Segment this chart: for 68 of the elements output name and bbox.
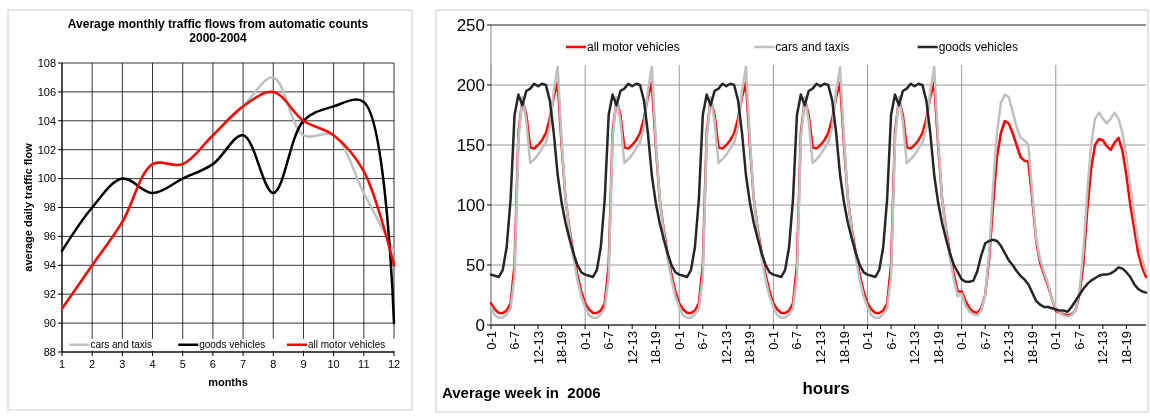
x-tick-label: 18-19 — [648, 331, 664, 365]
legend-label: goods vehicles — [199, 339, 266, 351]
y-tick-label: 50 — [466, 255, 485, 275]
x-tick-label: 18-19 — [554, 331, 570, 365]
x-tick-label: 12-13 — [530, 331, 546, 365]
x-tick-label: 18-19 — [1024, 331, 1040, 365]
legend-label: goods vehicles — [938, 40, 1019, 55]
x-tick-label: 9 — [300, 358, 307, 370]
y-tick-label: 108 — [37, 56, 56, 69]
x-tick-label: 8 — [270, 358, 277, 370]
x-tick-label: 6-7 — [1071, 331, 1087, 350]
x-tick-label: 12-13 — [907, 331, 923, 365]
x-tick-label: 0-1 — [954, 331, 970, 350]
x-tick-label: 12-13 — [718, 331, 734, 365]
chart-title: Average monthly traffic flows from automatic counts 2000-2004 — [67, 17, 369, 45]
x-axis-title: hours — [802, 379, 850, 398]
x-axis-title: months — [208, 376, 248, 388]
x-tick-label: 6-7 — [977, 331, 993, 350]
legend-label: all motor vehicles — [308, 339, 386, 351]
x-tick-label: 0-1 — [860, 331, 876, 350]
x-tick-label: 11 — [358, 358, 370, 370]
x-tick-label: 0-1 — [483, 331, 499, 350]
y-tick-label: 90 — [43, 316, 56, 329]
y-axis-title: average daily traffic flow — [22, 142, 34, 272]
legend-label: cars and taxis — [775, 40, 850, 55]
y-tick-label: 100 — [456, 195, 485, 215]
x-tick-label: 5 — [179, 358, 186, 370]
x-tick-label: 18-19 — [836, 331, 852, 365]
y-tick-label: 0 — [475, 315, 485, 335]
y-tick-label: 98 — [43, 201, 56, 214]
legend-label: all motor vehicles — [586, 40, 680, 55]
y-tick-label: 88 — [43, 345, 56, 358]
x-tick-label: 0-1 — [1048, 331, 1064, 350]
x-tick-label: 12-13 — [1095, 331, 1111, 365]
y-tick-label: 104 — [37, 114, 56, 127]
x-tick-label: 10 — [327, 358, 340, 370]
x-tick-label: 6-7 — [507, 331, 523, 350]
y-tick-label: 200 — [456, 75, 485, 95]
x-tick-label: 2 — [89, 358, 96, 370]
x-tick-label: 18-19 — [930, 331, 946, 365]
x-tick-label: 0-1 — [577, 331, 593, 350]
y-tick-label: 92 — [43, 288, 56, 301]
x-tick-label: 12-13 — [1001, 331, 1017, 365]
x-tick-label: 12 — [387, 358, 401, 370]
y-tick-label: 102 — [37, 143, 56, 156]
x-tick-label: 6 — [209, 358, 216, 370]
y-tick-label: 250 — [456, 15, 485, 35]
x-tick-label: 6-7 — [883, 331, 899, 350]
x-tick-label: 18-19 — [742, 331, 758, 365]
x-tick-label: 6-7 — [789, 331, 805, 350]
x-tick-label: 3 — [119, 358, 126, 370]
x-tick-label: 0-1 — [765, 331, 781, 350]
x-tick-label: 18-19 — [1118, 331, 1134, 365]
x-tick-label: 6-7 — [601, 331, 617, 350]
y-tick-label: 94 — [43, 259, 56, 272]
text: Average week in 2006 — [442, 384, 601, 401]
x-tick-label: 0-1 — [671, 331, 687, 350]
y-tick-label: 100 — [37, 172, 56, 185]
y-tick-label: 106 — [37, 85, 56, 98]
legend-label: cars and taxis — [90, 339, 153, 351]
y-tick-label: 96 — [43, 230, 56, 243]
x-tick-label: 4 — [149, 358, 156, 370]
x-tick-label: 7 — [240, 358, 247, 370]
x-tick-label: 1 — [58, 358, 66, 370]
x-tick-label: 12-13 — [624, 331, 640, 365]
x-tick-label: 12-13 — [813, 331, 829, 365]
x-tick-label: 6-7 — [695, 331, 711, 350]
y-tick-label: 150 — [456, 135, 485, 155]
